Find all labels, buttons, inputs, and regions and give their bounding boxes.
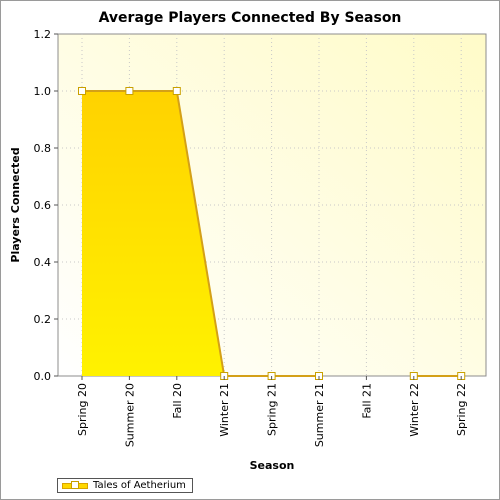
x-axis-label: Season: [250, 459, 295, 472]
x-tick-label: Spring 21: [266, 383, 279, 436]
y-tick-label: 0.8: [34, 142, 52, 155]
x-tick-label: Winter 22: [408, 383, 421, 437]
x-tick-label: Summer 21: [313, 383, 326, 447]
x-axis: Spring 20 Summer 20 Fall 20 Winter 21 Spring…: [76, 376, 468, 447]
x-tick-label: Fall 20: [171, 383, 184, 419]
x-tick-label: Spring 20: [76, 383, 89, 436]
legend-swatch-icon: [62, 481, 88, 490]
y-axis-label: Players Connected: [9, 147, 22, 262]
y-tick-label: 1.0: [34, 85, 52, 98]
area-outline-tales-of-aetherium: [82, 90, 462, 377]
x-tick-label: Summer 20: [123, 383, 136, 447]
data-point: [78, 87, 86, 95]
y-tick-label: 0.0: [34, 370, 52, 383]
y-tick-label: 0.2: [34, 313, 52, 326]
data-point: [172, 87, 181, 95]
y-tick-label: 0.6: [34, 199, 52, 212]
y-axis: 0.0 0.2 0.4 0.6 0.8 1.0 1.2: [34, 28, 58, 383]
y-tick-label: 1.2: [34, 28, 52, 41]
legend: Tales of Aetherium: [57, 478, 193, 493]
x-tick-label: Winter 21: [218, 383, 231, 437]
data-point: [125, 87, 134, 95]
x-tick-label: Fall 21: [360, 383, 373, 419]
y-tick-label: 0.4: [34, 256, 52, 269]
chart-title: Average Players Connected By Season: [99, 10, 402, 26]
area-series-tales-of-aetherium: [82, 91, 462, 376]
x-tick-label: Spring 22: [455, 383, 468, 436]
legend-label: Tales of Aetherium: [93, 480, 186, 491]
